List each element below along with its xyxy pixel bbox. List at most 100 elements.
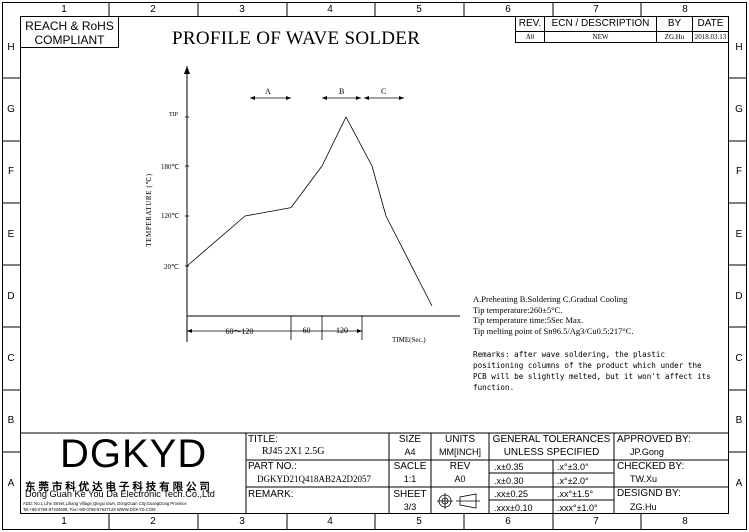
zone-label-b: B	[339, 87, 345, 96]
zone-number: 4	[327, 4, 333, 15]
zone-letter: E	[735, 229, 743, 240]
units-value: MM[INCH]	[439, 447, 481, 457]
approved-by-value: JP.Gong	[630, 447, 664, 457]
zone-number: 5	[416, 4, 422, 15]
zone-letter: E	[7, 229, 15, 240]
units-label: UNITS	[445, 434, 475, 445]
tolerance-linear: .xx±0.25	[494, 489, 528, 499]
designed-by-value: ZG.Hu	[630, 502, 657, 512]
checked-by-label: CHECKED BY:	[617, 461, 685, 472]
y-tick-label: 120℃	[161, 212, 180, 220]
title-value: RJ45 2X1 2.5G	[262, 446, 325, 457]
remark-line: PCB will be slightly melted, but it won'…	[473, 372, 711, 381]
tolerance-angular: .xx°±1.5°	[557, 489, 594, 499]
zone-letter: D	[7, 291, 15, 302]
remark-label: REMARK:	[248, 489, 294, 500]
compliance-line: COMPLIANT	[34, 33, 105, 47]
tolerance-angular: .x°±2.0°	[557, 476, 589, 486]
note-line: Tip melting point of Sn96.5/Ag3/Cu0.5:21…	[473, 325, 634, 336]
y-tick-label: TIP	[169, 112, 178, 118]
zone-dim-c-arrow	[364, 96, 369, 100]
zone-dim-b-arrow	[322, 96, 327, 100]
zone-number: 1	[61, 4, 67, 15]
zone-number: 5	[416, 516, 422, 527]
zone-label-c: C	[381, 87, 387, 96]
tolerance-linear: .x±0.35	[494, 462, 524, 472]
tolerance-title: GENERAL TOLERANCES	[492, 434, 611, 445]
note-line: Tip temperature:260±5°C.	[473, 304, 563, 315]
zone-number: 3	[239, 516, 245, 527]
zone-dim-a-arrow	[286, 96, 291, 100]
zone-number: 2	[150, 4, 156, 15]
process-notes: A.Preheating B.Soldering C.Gradual Cooli…	[473, 294, 634, 336]
zone-dim-a-arrow	[250, 96, 255, 100]
remark-line: positioning columns of the product which…	[473, 361, 702, 370]
zone-number: 8	[682, 4, 688, 15]
zone-letter: H	[7, 42, 15, 53]
zone-letter: A	[7, 478, 15, 489]
time-segment-label: 60	[302, 326, 311, 335]
compliance-box: REACH & RoHS COMPLIANT	[20, 16, 119, 48]
company-en-name: Dong Guan Ke You Da Electronic Tech.Co.,…	[25, 489, 215, 499]
zone-dim-c-arrow	[399, 96, 404, 100]
rev-label: REV	[449, 461, 471, 472]
zone-dim-b-arrow	[356, 96, 361, 100]
zone-letter: A	[735, 478, 743, 489]
y-axis-arrow	[184, 66, 190, 74]
zone-number: 4	[327, 516, 333, 527]
zone-label-a: A	[265, 87, 271, 96]
time-segment-label: 60～120	[225, 327, 254, 336]
size-label: SIZE	[398, 434, 422, 445]
note-line: Tip temperature time:5Sec Max.	[473, 315, 584, 325]
approved-by-label: APPROVED BY:	[617, 434, 691, 445]
y-tick-label: 180℃	[161, 163, 180, 171]
checked-by-value: TW.Xu	[630, 474, 658, 484]
tolerance-angular: .x°±3.0°	[557, 462, 589, 472]
note-line: A.Preheating B.Soldering C.Gradual Cooli…	[473, 294, 628, 304]
profile-curve	[186, 116, 433, 307]
zone-number: 1	[61, 516, 67, 527]
zone-number: 6	[505, 516, 511, 527]
zone-number: 7	[593, 516, 599, 527]
page-title: PROFILE OF WAVE SOLDER	[172, 28, 421, 49]
zone-letter: H	[735, 42, 743, 53]
tolerance-angular: .xxx°±1.0°	[557, 503, 598, 513]
zone-letter: G	[7, 104, 15, 115]
zone-letter: F	[7, 166, 15, 177]
part-no-label: PART NO.:	[248, 461, 297, 472]
zone-number: 8	[682, 516, 688, 527]
sheet-label: SHEET	[393, 489, 427, 500]
zone-letter: B	[7, 415, 15, 426]
scale-label: SACLE	[393, 461, 427, 472]
zone-letter: D	[735, 291, 743, 302]
time-segment-label: 120	[336, 326, 348, 335]
tolerance-subtitle: UNLESS SPECIFIED	[503, 447, 600, 458]
zone-number: 3	[239, 4, 245, 15]
size-value: A4	[404, 447, 416, 457]
company-address: ADD: No.1 Lihe Street,Lihang Village,Qin…	[23, 501, 187, 506]
zone-letter: C	[7, 353, 15, 364]
zone-letter: B	[735, 415, 743, 426]
compliance-line: REACH & RoHS	[25, 19, 114, 33]
projection-symbol-icon	[437, 493, 480, 509]
company-logo: DGKYD	[60, 432, 208, 476]
y-tick-label: 20℃	[164, 263, 179, 271]
tolerance-linear: .x±0.30	[494, 476, 524, 486]
sheet-value: 3/3	[403, 502, 417, 512]
rev-value: A0	[454, 474, 466, 484]
remark-line: Remarks: after wave soldering, the plast…	[473, 350, 666, 359]
designed-by-label: DESIGND BY:	[617, 488, 681, 499]
zone-number: 7	[593, 4, 599, 15]
tolerance-linear: .xxx±0.10	[494, 503, 533, 513]
title-label: TITLE:	[248, 434, 279, 445]
remark-line: function.	[473, 383, 515, 392]
zone-number: 2	[150, 516, 156, 527]
zone-number: 6	[505, 4, 511, 15]
x-axis-label: TIME(Sec.)	[392, 336, 426, 344]
date-value: 2018.03.13	[692, 31, 729, 43]
company-cn-name: 东 莞 市 科 优 达 电 子 科 技 有 限 公 司	[25, 481, 210, 493]
remarks-text: Remarks: after wave soldering, the plast…	[473, 349, 711, 393]
